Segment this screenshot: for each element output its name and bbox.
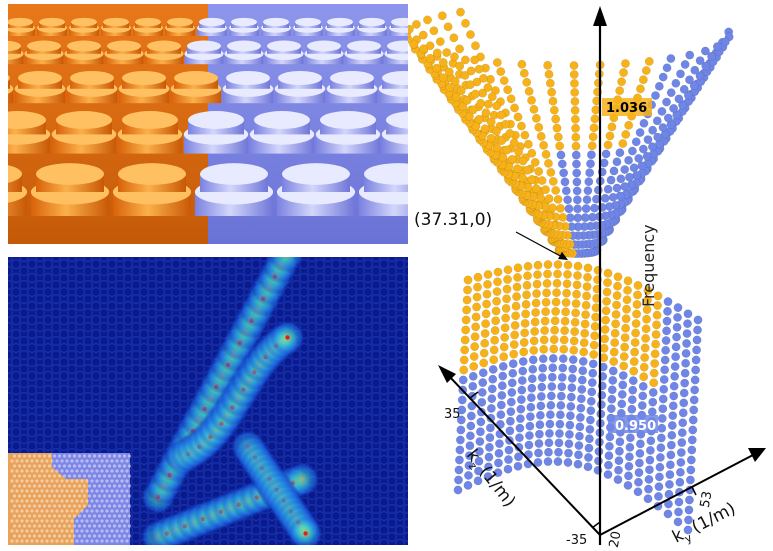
frequency-axis-arrow-icon	[593, 6, 607, 26]
ky-tick-origin: 20	[607, 530, 625, 549]
kz-tick-top: 35	[444, 407, 461, 422]
ky-tick-mid: 53	[698, 490, 716, 509]
pillar-array-render	[8, 4, 408, 244]
annotation-arrow-icon	[558, 252, 568, 260]
kz-axis	[447, 374, 601, 536]
field-intensity-map	[8, 257, 408, 545]
upper-band-value: 1.036	[606, 101, 647, 116]
kz-tick-bottom: -35	[566, 533, 587, 548]
domain-inset	[8, 453, 132, 545]
upper-band-surface	[408, 7, 734, 259]
annotation-arrow-line	[515, 231, 565, 259]
lower-band-surface	[453, 260, 703, 535]
lower-band-value: 0.950	[615, 419, 656, 434]
kz-axis-arrow-icon	[438, 365, 456, 383]
field-hotspots	[140, 257, 324, 545]
ky-axis	[599, 454, 754, 536]
band-structure-plot: 1.036 0.950 Frequency (37.31,0) 35 -35 2…	[408, 0, 773, 551]
ky-axis-arrow-icon	[748, 448, 766, 462]
point-annotation: (37.31,0)	[414, 210, 492, 230]
frequency-axis-label: Frequency	[639, 224, 658, 307]
